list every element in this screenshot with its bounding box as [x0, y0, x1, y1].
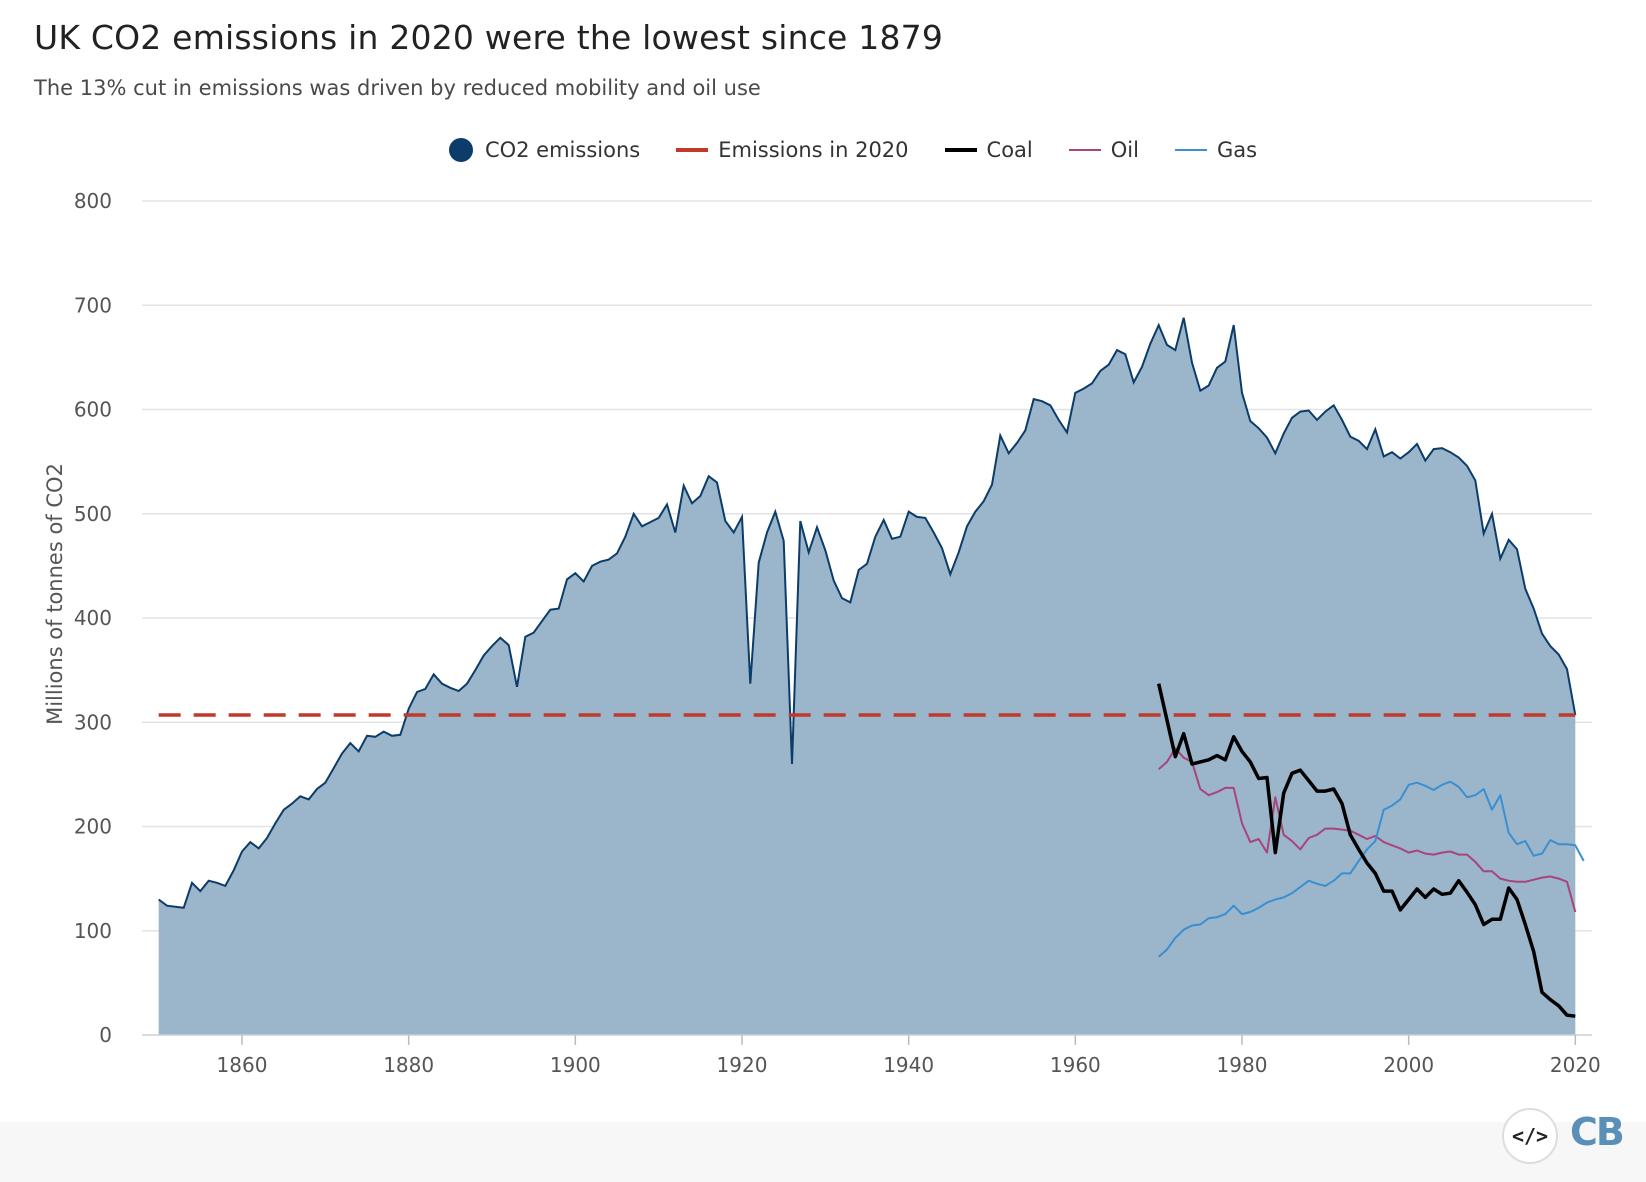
x-tick-label: 2020: [1550, 1053, 1601, 1077]
legend-label: Emissions in 2020: [718, 138, 909, 162]
x-tick-label: 1960: [1050, 1053, 1101, 1077]
chart-subtitle: The 13% cut in emissions was driven by r…: [34, 76, 761, 100]
legend-dash-icon: [676, 148, 709, 152]
coal-line: [1156, 683, 1576, 1018]
legend-item-oil[interactable]: Oil: [1068, 138, 1139, 162]
x-tick-label: 2000: [1383, 1053, 1434, 1077]
y-tick-label: 500: [74, 502, 112, 526]
legend-item-co2[interactable]: CO2 emissions: [448, 138, 641, 162]
co2-emissions-area: [158, 317, 1576, 1035]
y-axis: 0 100 200 300 400 500 600 700 800: [74, 189, 112, 1047]
y-axis-title: Millions of tonnes of CO2: [43, 463, 67, 725]
x-tick-label: 1900: [550, 1053, 601, 1077]
oil-line: [1158, 747, 1577, 913]
y-tick-label: 800: [74, 189, 112, 213]
y-tick-label: 700: [74, 293, 112, 317]
legend-label: Oil: [1110, 138, 1139, 162]
y-tick-label: 600: [74, 398, 112, 422]
x-tick-label: 1880: [383, 1053, 434, 1077]
y-tick-label: 100: [74, 919, 112, 943]
co2-emissions-line: [158, 317, 1577, 909]
x-tick-label: 1860: [217, 1053, 268, 1077]
legend-item-emissions-2020[interactable]: Emissions in 2020: [676, 138, 909, 162]
chart-legend: CO2 emissions Emissions in 2020 Coal Oil…: [0, 138, 1646, 162]
legend-item-coal[interactable]: Coal: [944, 138, 1033, 162]
y-tick-label: 200: [74, 815, 112, 839]
y-tick-label: 400: [74, 606, 112, 630]
x-tick-label: 1920: [717, 1053, 768, 1077]
legend-line-icon: [1068, 149, 1101, 151]
legend-item-gas[interactable]: Gas: [1174, 138, 1258, 162]
carbon-brief-logo: CB: [1570, 1110, 1625, 1154]
legend-label: Coal: [986, 138, 1033, 162]
legend-label: CO2 emissions: [484, 138, 641, 162]
y-tick-label: 0: [99, 1023, 112, 1047]
legend-dot-icon: [448, 138, 473, 162]
legend-line-icon: [1174, 149, 1207, 151]
embed-code-icon[interactable]: </>: [1502, 1108, 1558, 1164]
legend-label: Gas: [1216, 138, 1258, 162]
legend-line-icon: [944, 148, 977, 152]
gas-line: [1158, 780, 1585, 958]
plot-area: [158, 317, 1585, 1035]
x-tick-label: 1980: [1217, 1053, 1268, 1077]
x-axis: 1860 1880 1900 1920 1940 1960 1980 2000 2020: [142, 1034, 1601, 1077]
y-tick-label: 300: [74, 710, 112, 734]
chart-title: UK CO2 emissions in 2020 were the lowest…: [34, 18, 944, 57]
footer-bar: [0, 1122, 1646, 1182]
x-tick-label: 1940: [883, 1053, 934, 1077]
